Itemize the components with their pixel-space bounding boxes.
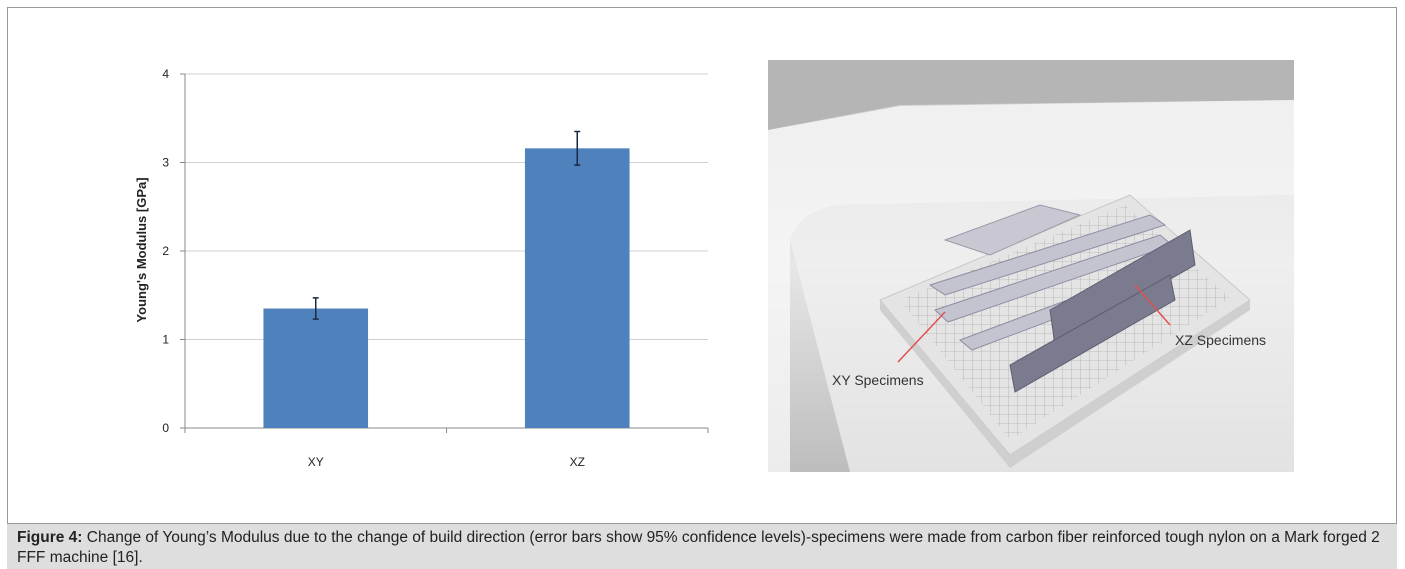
image-label: XY Specimens [832,372,924,388]
y-axis-title: Young's Modulus [GPa] [134,177,149,322]
caption-label: Figure 4: [17,529,83,546]
bar [263,308,369,428]
y-tick-label: 3 [162,156,169,170]
caption-text: Change of Young’s Modulus due to the cha… [17,529,1380,566]
y-tick-label: 2 [162,244,169,258]
error-bar [312,297,319,320]
chart: XY Specimens XZ Specimens Young's Modulu… [134,60,1294,472]
y-tick-label: 0 [162,421,169,435]
image-label: XZ Specimens [1175,332,1266,348]
render-image: XY Specimens XZ Specimens [768,60,1294,472]
error-bar [574,130,581,166]
caption: Figure 4: Change of Young’s Modulus due … [7,523,1397,569]
y-tick-label: 4 [162,67,169,81]
bar [524,148,630,428]
x-tick-label: XZ [570,455,585,469]
y-tick-label: 1 [162,333,169,347]
x-tick-label: XY [308,455,324,469]
